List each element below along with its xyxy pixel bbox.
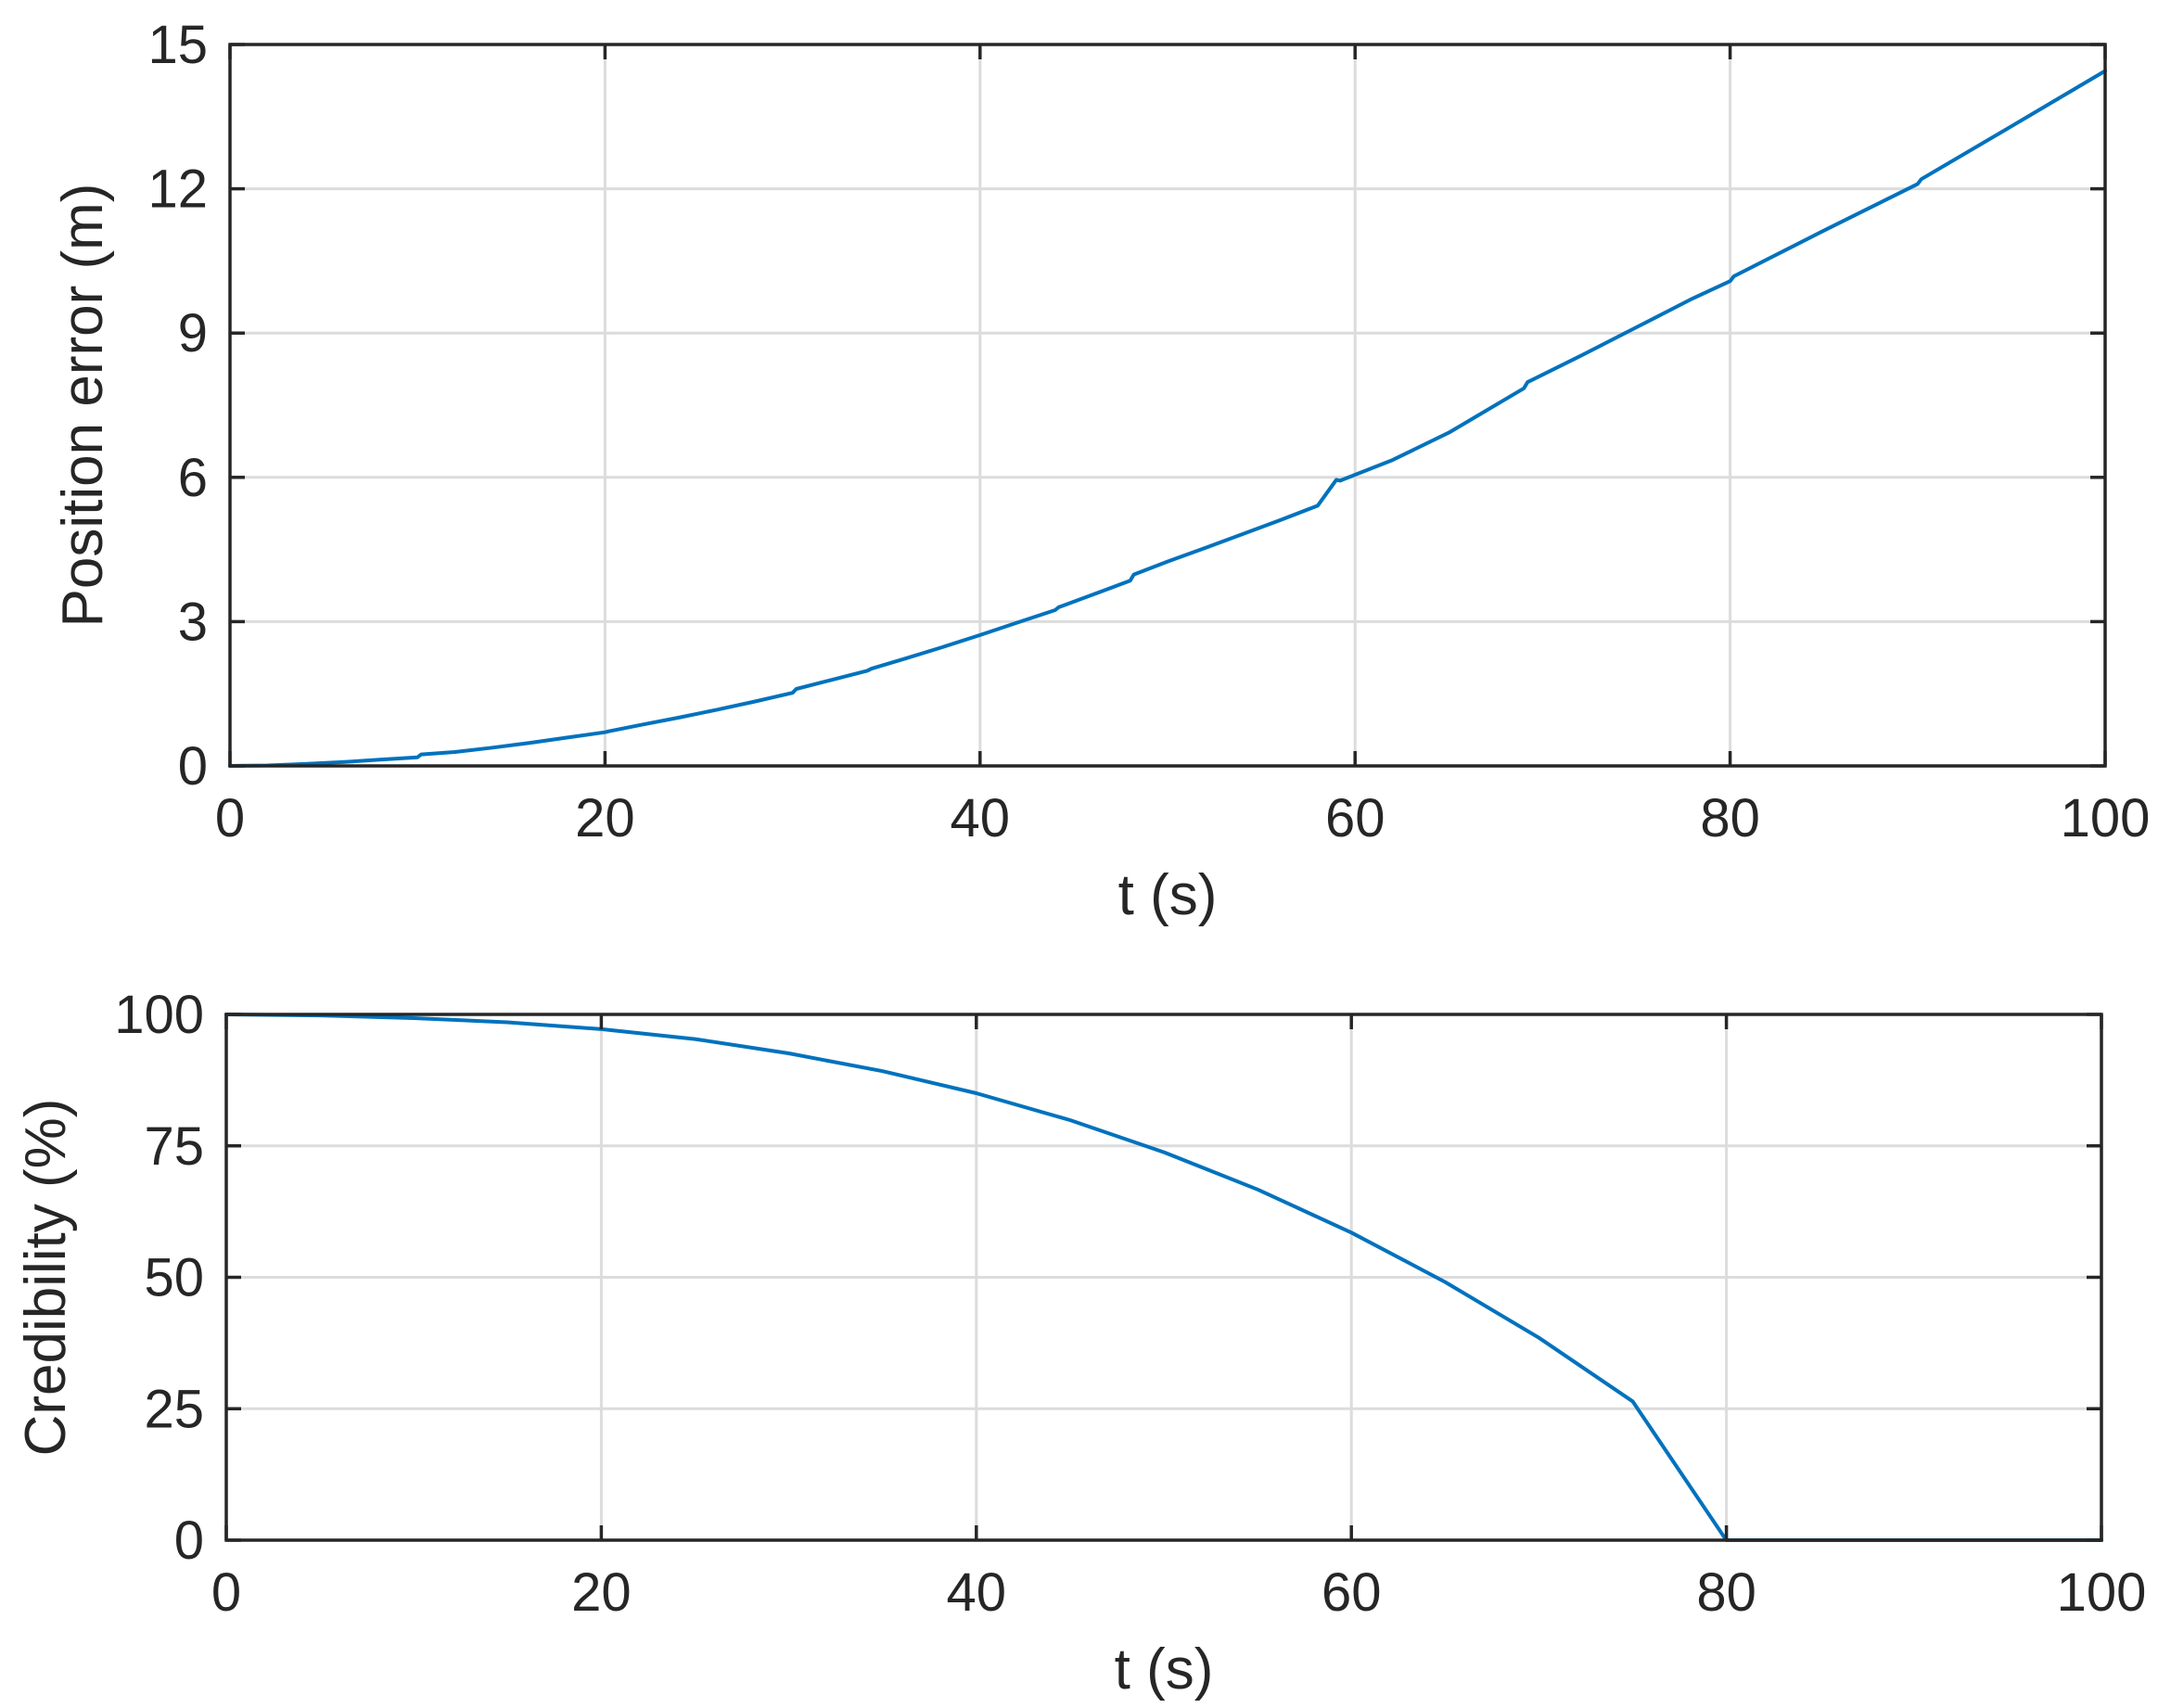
position-error-y-tick-label: 0: [178, 736, 208, 797]
credibility-x-axis-label: t (s): [1115, 1638, 1214, 1702]
credibility-y-tick-label: 100: [114, 985, 204, 1045]
position-error-y-tick-label: 12: [147, 159, 208, 220]
position-error-axes-frame: [228, 43, 2107, 768]
credibility-panel: 0 20 40 60 80 100 0 25 50 75 100 t (s) Credibility…: [14, 985, 2146, 1702]
position-error-y-tick-label: 15: [147, 15, 208, 75]
position-error-panel: 0 20 40 60 80 100 0 3 6 9 12 15 t (s) Position erro…: [51, 15, 2150, 927]
credibility-x-tick-label: 80: [1696, 1562, 1756, 1623]
position-error-y-axis-label: Position error (m): [51, 184, 115, 628]
position-error-x-tick-label: 100: [2061, 788, 2151, 848]
credibility-y-tick-label: 0: [174, 1510, 204, 1571]
position-error-y-tick-label: 3: [178, 592, 208, 652]
credibility-x-tick-label: 100: [2057, 1562, 2147, 1623]
position-error-x-tick-label: 60: [1325, 788, 1385, 848]
position-error-x-tick-label: 80: [1700, 788, 1760, 848]
position-error-ticks: 0 20 40 60 80 100 0 3 6 9 12 15: [147, 15, 2150, 848]
position-error-x-axis-label: t (s): [1118, 863, 1218, 927]
credibility-x-tick-label: 40: [947, 1562, 1007, 1623]
credibility-y-axis-label: Credibility (%): [14, 1099, 78, 1457]
credibility-x-tick-label: 60: [1322, 1562, 1382, 1623]
credibility-y-tick-label: 50: [144, 1248, 204, 1308]
position-error-x-tick-label: 0: [215, 788, 245, 848]
credibility-x-tick-label: 0: [211, 1562, 241, 1623]
position-error-series-layer: [228, 69, 2107, 768]
position-error-x-tick-label: 40: [951, 788, 1011, 848]
position-error-y-tick-label: 9: [178, 303, 208, 363]
credibility-y-tick-label: 75: [144, 1116, 204, 1177]
position-error-x-tick-label: 20: [575, 788, 635, 848]
credibility-ticks: 0 20 40 60 80 100 0 25 50 75 100: [114, 985, 2146, 1623]
position-error-series-line: [228, 69, 2107, 768]
credibility-y-tick-label: 25: [144, 1379, 204, 1439]
credibility-x-tick-label: 20: [571, 1562, 632, 1623]
position-error-y-tick-label: 6: [178, 448, 208, 508]
